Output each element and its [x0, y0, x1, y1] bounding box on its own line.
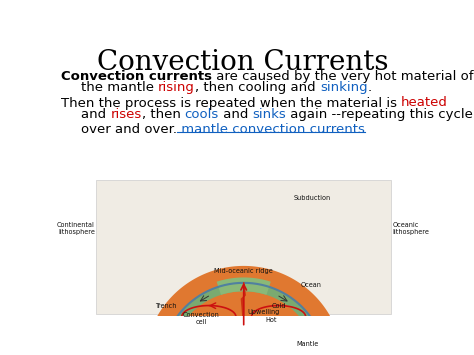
Text: rises: rises — [110, 108, 142, 121]
Text: over and over.: over and over. — [81, 124, 177, 136]
Text: Convection Currents: Convection Currents — [97, 49, 389, 76]
Text: cools: cools — [185, 108, 219, 121]
Text: Mantle: Mantle — [296, 342, 319, 347]
Text: Subduction: Subduction — [293, 195, 330, 201]
Polygon shape — [170, 291, 317, 355]
Text: Trench: Trench — [155, 303, 176, 309]
Polygon shape — [217, 278, 271, 295]
Polygon shape — [145, 266, 343, 355]
Text: are caused by the very hot material of: are caused by the very hot material of — [212, 70, 474, 83]
Text: Mid-oceanic ridge: Mid-oceanic ridge — [214, 268, 273, 274]
Circle shape — [227, 348, 261, 355]
Text: and: and — [81, 108, 110, 121]
Text: and: and — [219, 108, 253, 121]
Text: rising: rising — [158, 81, 195, 94]
Circle shape — [207, 328, 281, 355]
Text: Convection currents: Convection currents — [61, 70, 212, 83]
Text: , then: , then — [142, 108, 185, 121]
Text: sinks: sinks — [253, 108, 286, 121]
Text: Cold: Cold — [271, 303, 286, 309]
Text: heated: heated — [401, 97, 448, 109]
Text: Then the process is repeated when the material is: Then the process is repeated when the ma… — [61, 97, 401, 109]
Text: Continental
lithosphere: Continental lithosphere — [57, 222, 95, 235]
Polygon shape — [241, 282, 245, 326]
Text: mantle convection currents: mantle convection currents — [177, 124, 365, 136]
Text: Convection
cell: Convection cell — [182, 312, 219, 325]
Text: .: . — [367, 81, 372, 94]
Polygon shape — [163, 284, 325, 355]
Text: Ocean: Ocean — [301, 282, 321, 288]
Text: Upwelling: Upwelling — [247, 309, 280, 315]
Text: sinking: sinking — [320, 81, 367, 94]
Text: Hot: Hot — [265, 317, 276, 323]
Polygon shape — [310, 322, 345, 355]
FancyBboxPatch shape — [96, 180, 391, 315]
Text: Oceanic
lithosphere: Oceanic lithosphere — [392, 222, 429, 235]
Polygon shape — [143, 322, 177, 355]
Text: , then cooling and: , then cooling and — [195, 81, 320, 94]
Text: again --repeating this cycle: again --repeating this cycle — [286, 108, 473, 121]
Text: the mantle: the mantle — [81, 81, 158, 94]
